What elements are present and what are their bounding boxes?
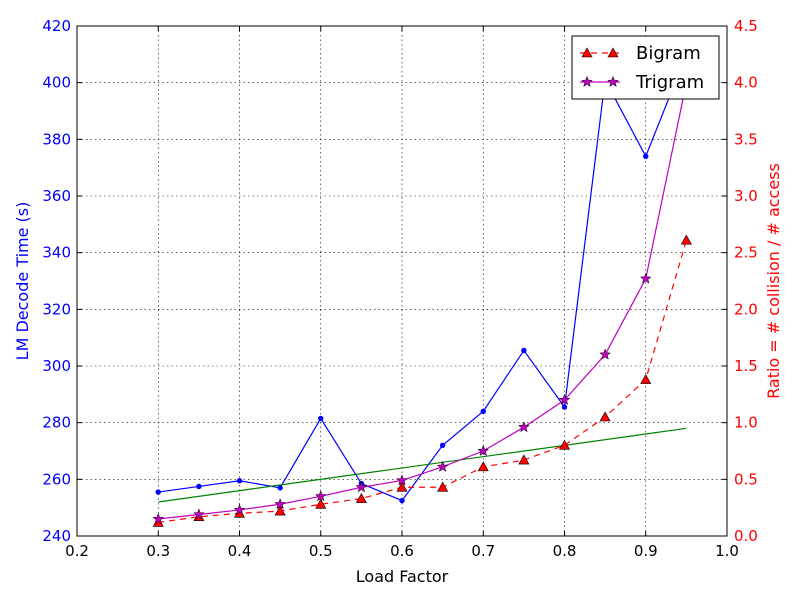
data-point: [315, 498, 327, 509]
data-point: [437, 481, 449, 492]
data-point: [477, 461, 489, 472]
x-tick-label: 0.5: [309, 542, 333, 560]
right-y-tick-label: 0.5: [734, 470, 758, 488]
data-point: [396, 474, 408, 486]
right-y-tick-label: 1.5: [734, 357, 758, 375]
left-y-tick-label: 280: [42, 414, 71, 432]
data-point: [152, 512, 165, 525]
legend: Bigram Trigram: [571, 35, 720, 100]
right-y-axis-label: Ratio = # collision / # access: [764, 163, 783, 399]
series-trigram: [152, 76, 693, 525]
x-tick-label: 0.2: [65, 542, 89, 560]
data-point: [277, 485, 283, 491]
data-point: [396, 481, 408, 492]
x-tick-label: 0.9: [634, 542, 658, 560]
data-point: [521, 347, 527, 354]
left-y-tick-label: 400: [42, 74, 71, 92]
x-tick-label: 0.3: [146, 542, 170, 560]
data-point: [517, 420, 530, 433]
data-point: [399, 497, 405, 504]
data-point: [192, 508, 205, 520]
series-bigram: [152, 234, 692, 527]
data-point: [155, 489, 161, 495]
plot-series: [152, 51, 693, 527]
left-y-tick-label: 340: [42, 244, 71, 262]
data-point: [318, 415, 324, 422]
legend-label: Bigram: [636, 43, 701, 64]
right-y-tick-label: 4.0: [734, 74, 758, 92]
x-tick-label: 1.0: [715, 542, 739, 560]
data-point: [233, 503, 246, 515]
left-y-tick-label: 380: [42, 130, 71, 148]
right-y-tick-label: 0.0: [734, 527, 758, 545]
data-point: [477, 444, 490, 457]
left-y-axis-label: LM Decode Time (s): [13, 202, 32, 361]
left-y-tick-label: 360: [42, 187, 71, 205]
series-line-1: [158, 427, 687, 503]
data-point: [196, 483, 202, 490]
right-y-tick-label: 3.0: [734, 187, 758, 205]
left-y-tick-label: 260: [42, 470, 71, 488]
series-line-0: [155, 51, 690, 504]
x-tick-label: 0.7: [471, 542, 495, 560]
data-point: [236, 478, 243, 484]
legend-label: Trigram: [635, 72, 704, 93]
legend-marker: [581, 75, 593, 88]
axis-ticks: 0.2 0.3 0.4 0.5 0.6 0.7 0.8 0.9 1.0 240 260 280 300 3…: [42, 17, 758, 560]
x-axis-label: Load Factor: [356, 567, 449, 586]
x-tick-label: 0.8: [553, 542, 577, 560]
x-tick-label: 0.4: [228, 542, 252, 560]
series-line: [158, 82, 687, 520]
legend-marker: [581, 47, 593, 58]
legend-box: [571, 35, 720, 100]
data-point: [639, 272, 652, 284]
right-y-tick-label: 4.5: [734, 17, 758, 35]
data-point: [355, 492, 367, 503]
data-point: [643, 153, 649, 160]
left-y-tick-label: 240: [42, 527, 71, 545]
grid: [77, 26, 727, 536]
legend-marker: [607, 47, 619, 58]
data-point: [274, 505, 286, 516]
left-y-tick-label: 420: [42, 17, 71, 35]
data-point: [355, 481, 368, 493]
data-point: [314, 490, 327, 502]
left-y-tick-label: 320: [42, 300, 71, 318]
legend-item-trigram: Trigram: [580, 72, 704, 93]
series-line: [158, 427, 687, 503]
data-point: [274, 498, 287, 510]
data-point: [436, 460, 449, 472]
data-point: [439, 442, 446, 449]
legend-item-bigram: Bigram: [580, 43, 701, 64]
series-line: [158, 54, 687, 502]
series-line: [158, 240, 687, 523]
right-y-tick-label: 2.0: [734, 300, 758, 318]
data-point: [561, 404, 568, 410]
right-y-tick-label: 2.5: [734, 244, 758, 262]
legend-marker: [607, 75, 619, 88]
data-point: [480, 408, 486, 415]
data-point: [599, 411, 611, 422]
data-point: [640, 373, 652, 384]
data-point: [558, 439, 571, 450]
right-y-tick-label: 3.5: [734, 130, 758, 148]
data-point: [680, 234, 692, 245]
data-point: [558, 393, 571, 406]
x-tick-label: 0.6: [390, 542, 414, 560]
data-point: [599, 348, 612, 360]
left-y-tick-label: 300: [42, 357, 71, 375]
data-point: [518, 454, 530, 465]
right-y-tick-label: 1.0: [734, 414, 758, 432]
